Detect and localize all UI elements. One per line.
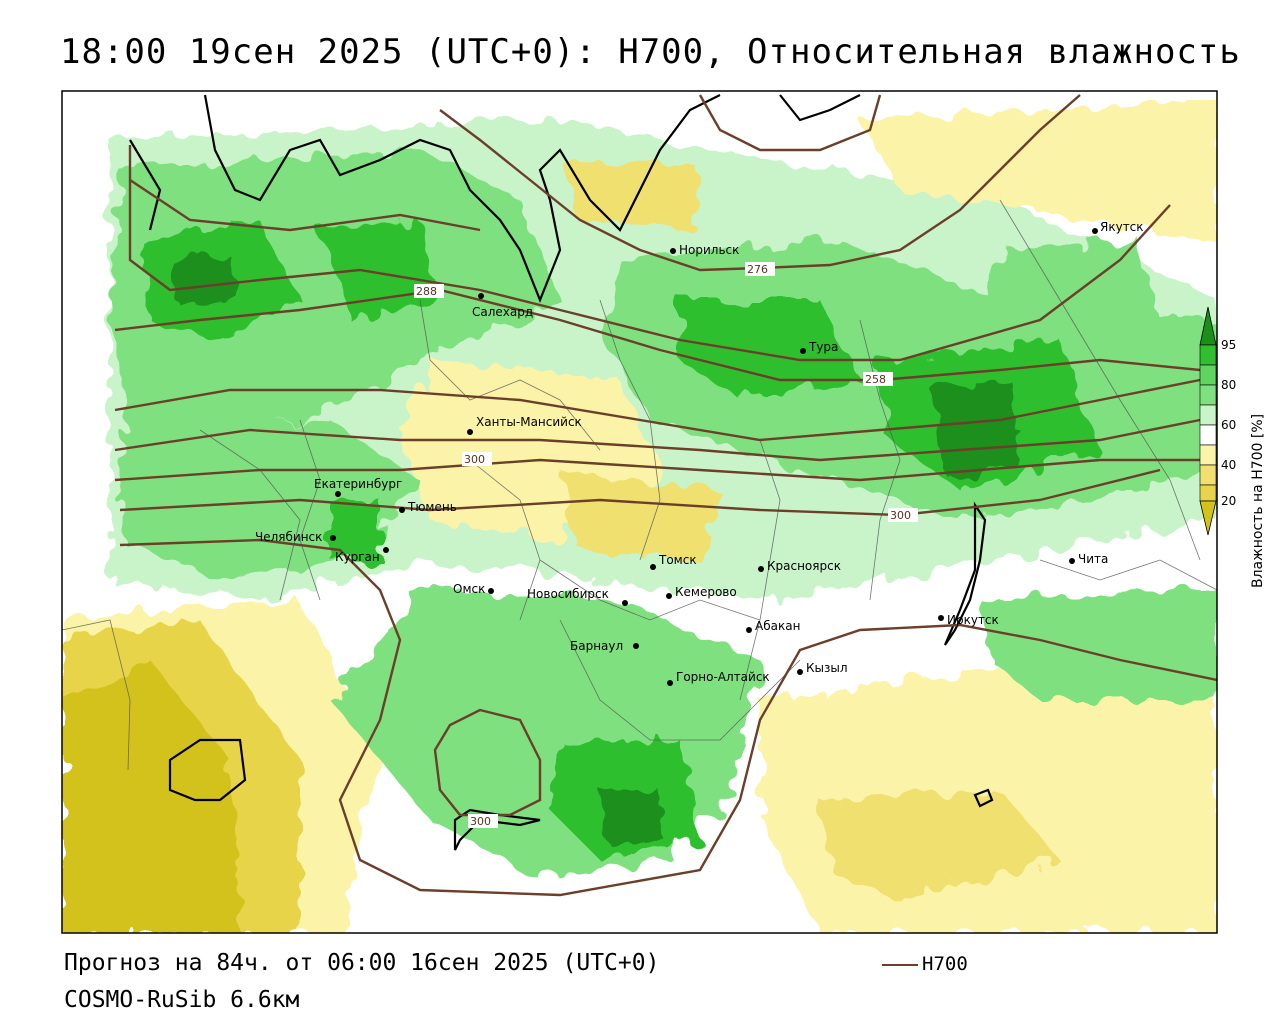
map-frame — [61, 90, 1218, 934]
contour-legend-line — [882, 963, 918, 966]
city-label: Кемерово — [675, 585, 737, 599]
contour-label: 288 — [416, 285, 437, 298]
city-label: Томск — [658, 553, 697, 567]
city-label: Красноярск — [767, 559, 841, 573]
city-label: Барнаул — [570, 639, 623, 653]
colorbar-tick: 80 — [1221, 378, 1236, 392]
city-label: Омск — [453, 582, 485, 596]
colorbar-tick: 60 — [1221, 418, 1236, 432]
city-label: Салехард — [472, 305, 533, 319]
colorbar-tick: 95 — [1221, 338, 1236, 352]
city-label: Курган — [335, 550, 380, 564]
colorbar-tick: 20 — [1221, 494, 1236, 508]
contour-legend-label: H700 — [922, 953, 968, 975]
contour-label: 276 — [747, 263, 768, 276]
humidity-field: 276 288 258 300 300 300 Норильск Якутск … — [62, 91, 1217, 933]
contour-label: 258 — [865, 373, 886, 386]
city-label: Екатеринбург — [314, 477, 402, 491]
colorbar-title: Влажность на H700 [%] — [1250, 414, 1266, 588]
city-label: Новосибирск — [527, 587, 609, 601]
forecast-info: Прогноз на 84ч. от 06:00 16сен 2025 (UTC… — [64, 950, 660, 976]
city-label: Норильск — [679, 243, 739, 257]
city-label: Чита — [1078, 552, 1108, 566]
city-label: Кызыл — [806, 661, 848, 675]
city-label: Горно-Алтайск — [676, 670, 770, 684]
contour-label: 300 — [470, 815, 491, 828]
city-label: Тура — [808, 340, 838, 354]
contour-labels: 276 288 258 300 300 300 — [414, 262, 918, 828]
colorbar: 95 80 60 40 20 Влажность на H700 [%] — [1199, 306, 1266, 588]
map-title: 18:00 19сен 2025 (UTC+0): H700, Относите… — [60, 32, 1241, 72]
model-name: COSMO-RuSib 6.6км — [64, 987, 300, 1013]
colorbar-tick: 40 — [1221, 458, 1236, 472]
coastline — [129, 94, 994, 851]
cities: Норильск Якутск Салехард Тура Ханты-Манс… — [255, 220, 1144, 686]
contour-legend: H700 — [882, 953, 968, 975]
city-label: Тюмень — [407, 500, 457, 514]
contour-label: 300 — [464, 453, 485, 466]
city-label: Якутск — [1100, 220, 1144, 234]
city-label: Челябинск — [255, 530, 322, 544]
city-label: Иркутск — [947, 613, 999, 627]
city-label: Абакан — [755, 619, 800, 633]
contour-label: 300 — [890, 509, 911, 522]
city-label: Ханты-Мансийск — [476, 415, 582, 429]
